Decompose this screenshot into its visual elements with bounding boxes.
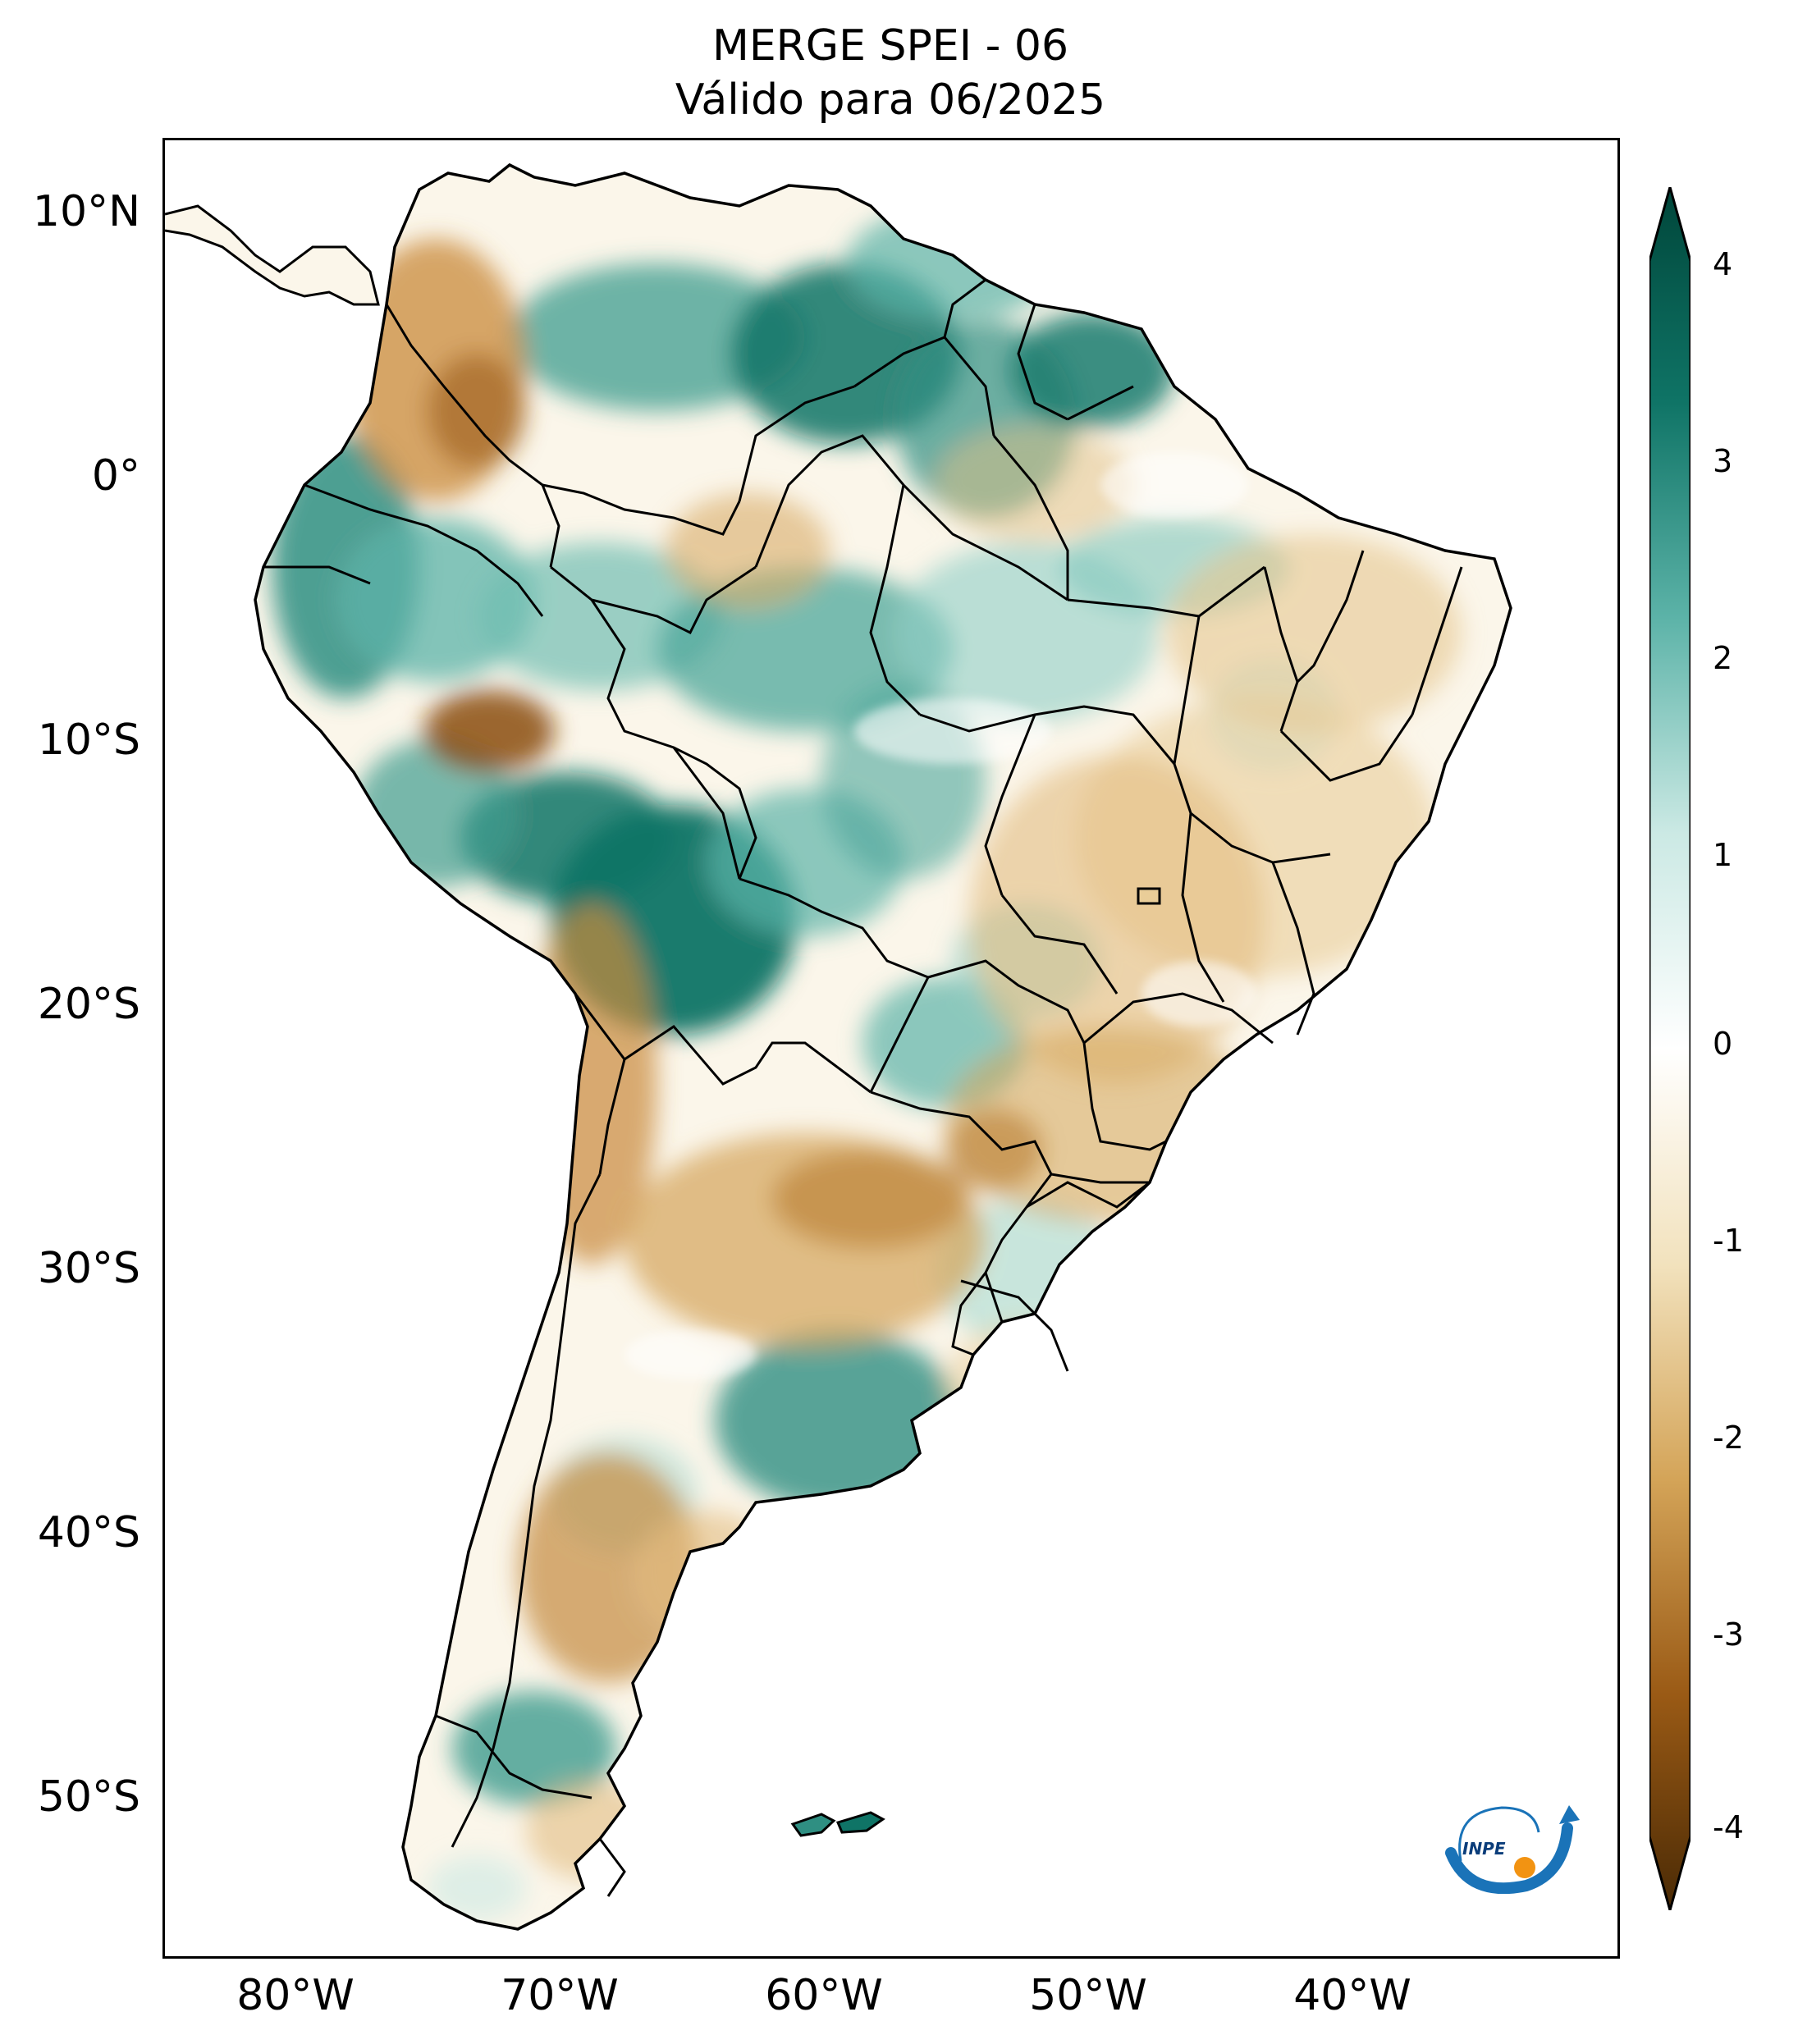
lon-label-80w: 80°W — [236, 1971, 355, 2020]
falkland-islands — [790, 1811, 885, 1837]
colorbar-tick-m3: -3 — [1713, 1616, 1744, 1653]
lat-label-20s: 20°S — [37, 980, 140, 1029]
lat-label-40s: 40°S — [37, 1508, 140, 1557]
lat-label-0: 0° — [91, 451, 140, 501]
lat-label-50s: 50°S — [37, 1772, 140, 1822]
colorbar-tick-1: 1 — [1713, 837, 1733, 873]
inpe-logo-text: INPE — [1462, 1839, 1506, 1859]
colorbar-tick-m1: -1 — [1713, 1223, 1744, 1259]
central-america-outline — [165, 204, 380, 306]
federal-district-outline — [1137, 887, 1161, 905]
colorbar — [1649, 187, 1690, 1910]
lon-label-40w: 40°W — [1293, 1971, 1411, 2020]
colorbar-tick-0: 0 — [1713, 1026, 1733, 1062]
colorbar-tick-4: 4 — [1713, 246, 1733, 282]
colorbar-tick-m2: -2 — [1713, 1420, 1744, 1456]
colorbar-tick-2: 2 — [1713, 640, 1733, 676]
map-subtitle: Válido para 06/2025 — [675, 75, 1106, 125]
lat-label-10n: 10°N — [32, 187, 140, 236]
lat-label-30s: 30°S — [37, 1244, 140, 1293]
lat-label-10s: 10°S — [37, 716, 140, 765]
lon-label-60w: 60°W — [765, 1971, 883, 2020]
map-title: MERGE SPEI - 06 — [711, 21, 1069, 71]
colorbar-tick-m4: -4 — [1713, 1809, 1744, 1845]
lon-label-70w: 70°W — [501, 1971, 619, 2020]
inpe-logo: INPE — [1445, 1805, 1580, 1894]
map-area — [162, 138, 1620, 1959]
political-borders — [263, 278, 1463, 1897]
south-america-map — [165, 163, 1512, 1931]
lon-label-50w: 50°W — [1029, 1971, 1147, 2020]
colorbar-tick-3: 3 — [1713, 443, 1733, 479]
